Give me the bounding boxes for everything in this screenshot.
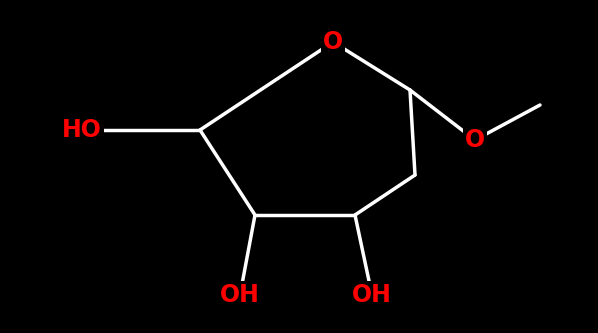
Text: OH: OH — [352, 283, 392, 307]
Text: O: O — [323, 30, 343, 54]
Text: O: O — [465, 128, 485, 152]
Text: HO: HO — [62, 118, 102, 142]
Text: OH: OH — [220, 283, 260, 307]
